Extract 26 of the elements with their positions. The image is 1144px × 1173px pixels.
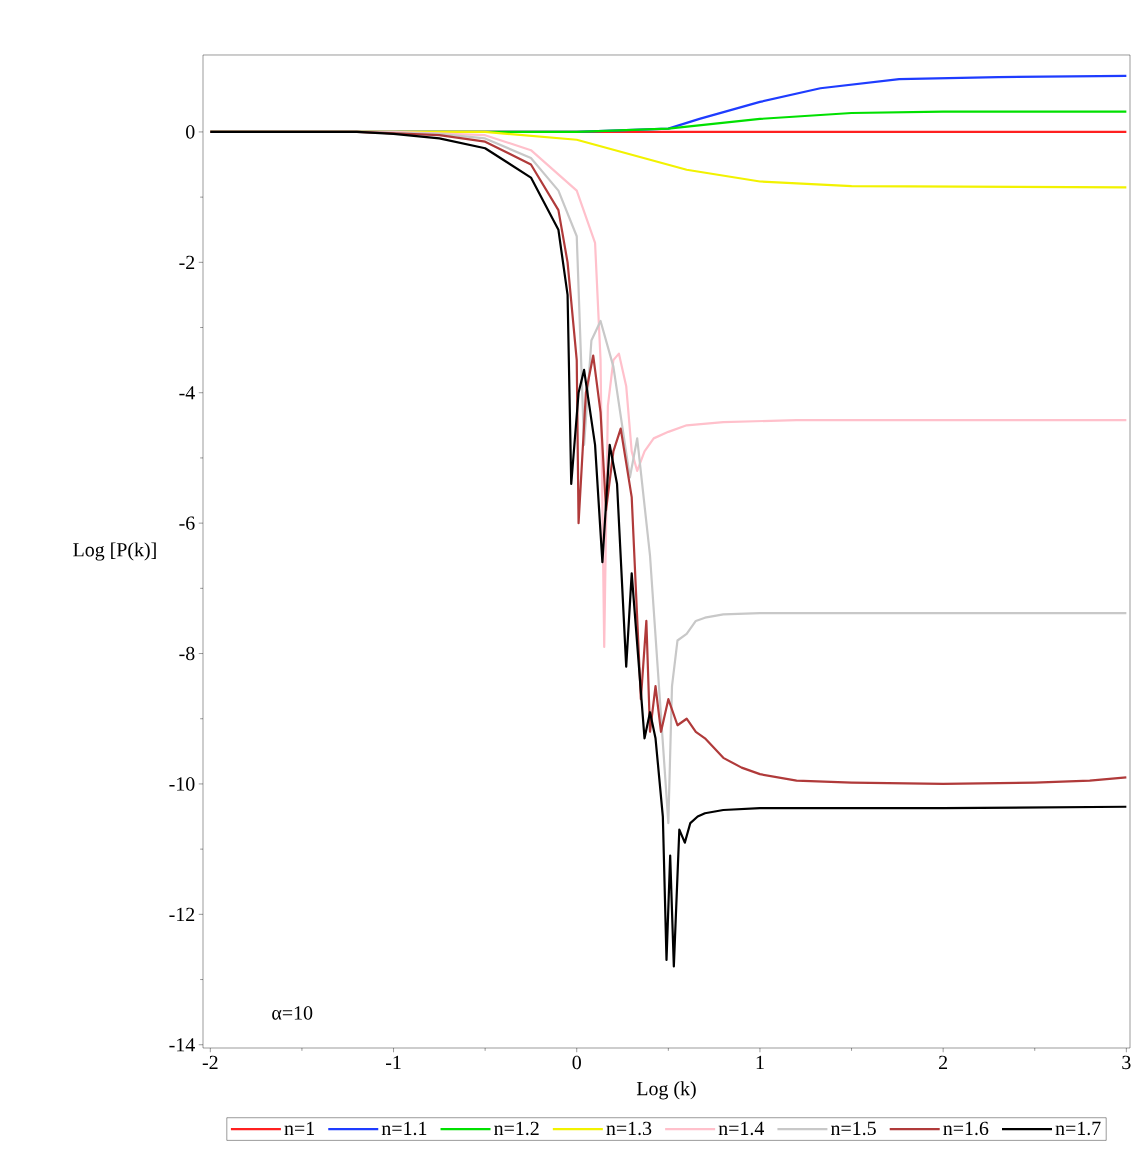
x-tick-label: -1	[385, 1055, 401, 1069]
legend-label: n=1.4	[718, 1121, 765, 1136]
legend-label: n=1.5	[830, 1121, 876, 1136]
legend-label: n=1.6	[943, 1121, 989, 1136]
x-tick-label: -2	[202, 1055, 218, 1069]
legend-label: n=1.3	[606, 1121, 652, 1136]
legend-label: n=1.1	[381, 1121, 427, 1136]
y-tick-label: -14	[169, 1038, 195, 1052]
x-tick-label: 1	[756, 1055, 764, 1069]
y-tick-label: -12	[169, 907, 195, 921]
legend-label: n=1	[284, 1121, 314, 1135]
y-tick-label: -6	[179, 516, 195, 530]
x-tick-label: 3	[1122, 1055, 1131, 1070]
x-tick-label: 0	[572, 1055, 581, 1070]
legend-label: n=1.7	[1055, 1121, 1101, 1136]
annotation: α=10	[272, 1006, 313, 1020]
y-tick-label: -8	[179, 646, 195, 661]
line-series	[209, 130, 1128, 968]
x-axis-title: Log (k)	[636, 1081, 696, 1100]
y-axis-title: Log [P(k)]	[73, 542, 156, 561]
y-tick-label: -4	[179, 386, 195, 400]
x-tick-label: 2	[939, 1055, 948, 1069]
legend-label: n=1.2	[494, 1121, 539, 1136]
y-tick-label: -2	[179, 255, 195, 269]
y-tick-label: 0	[186, 125, 195, 139]
y-tick-label: -10	[169, 777, 195, 791]
